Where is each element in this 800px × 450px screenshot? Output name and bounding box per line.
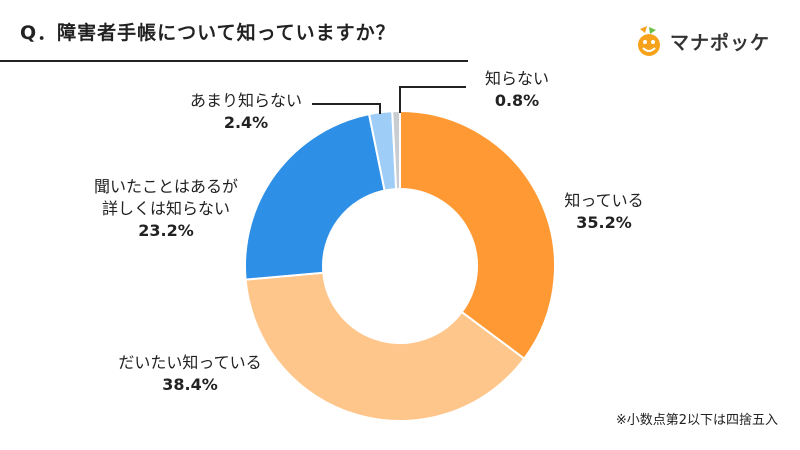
slice-2-label: だいたい知っている — [118, 353, 261, 372]
slice-2-value-label: 38.4% — [162, 375, 218, 394]
slice-5-value-label: 0.8% — [495, 91, 539, 110]
chart-title: Q．障害者手帳について知っていますか？ — [20, 22, 396, 44]
slice-1-wedge — [399, 109, 556, 361]
brand-logo: マナポッケ — [634, 24, 770, 58]
slice-1-value-label: 35.2% — [576, 213, 632, 232]
manapokke-icon — [638, 26, 660, 56]
slice-3-wedge — [244, 112, 386, 281]
slice-4-value-label: 2.4% — [224, 113, 268, 132]
slice-3-value-label: 23.2% — [138, 221, 194, 240]
slice-3-label: 詳しくは知らない — [102, 199, 230, 218]
slice-4-label: あまり知らない — [190, 91, 302, 110]
slice-1-label: 知っている — [564, 191, 643, 210]
slice-2-wedge — [244, 271, 526, 422]
rounding-footnote: ※小数点第2以下は四捨五入 — [615, 413, 778, 428]
slice-3-label: 聞いたことはあるが — [94, 177, 238, 196]
leader-line-group — [312, 86, 466, 114]
slice-4-leader-line — [312, 103, 381, 114]
slice-5-leader-line — [399, 86, 466, 113]
logo-text: マナポッケ — [670, 31, 771, 54]
label-group: 知っている 35.2% だいたい知っている 38.4% 聞いたことはあるが詳しくは知らな… — [94, 69, 644, 394]
slice-5-label: 知らない — [485, 69, 549, 88]
slice-group — [244, 109, 556, 422]
title-underline — [0, 60, 468, 62]
slice-5-wedge — [391, 109, 401, 191]
